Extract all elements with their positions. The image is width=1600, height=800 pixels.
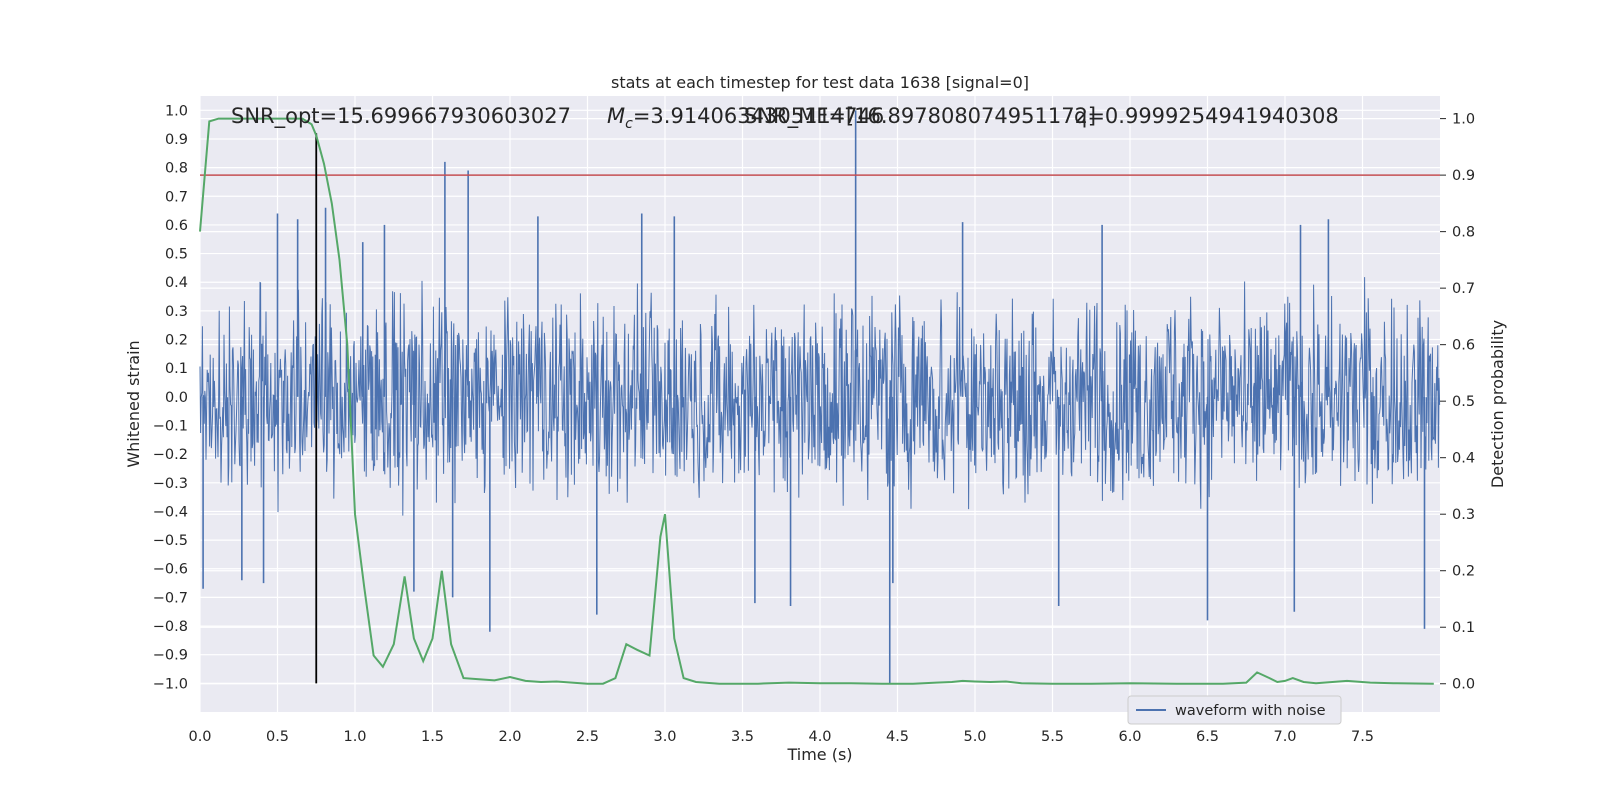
- y-tick-label: 0.9: [165, 132, 188, 148]
- y-tick-label: 0.5: [165, 247, 188, 263]
- y-tick-label: 0.7: [165, 189, 188, 205]
- y-tick-label: −0.2: [153, 447, 188, 463]
- legend-box: [1127, 695, 1342, 725]
- y-tick-label: −0.8: [153, 619, 188, 635]
- y-tick-label: −0.4: [153, 504, 188, 520]
- x-tick-label: 0.0: [188, 729, 211, 745]
- waveform-series: [199, 110, 1441, 684]
- legend: waveform with noise: [1127, 695, 1342, 725]
- mass-ratio-annotation: q=0.9999254941940308: [1074, 104, 1339, 128]
- chirp-mass-subscript: c: [625, 116, 633, 132]
- y-tick-labels: 1.0 0.9 0.8 0.7 0.6 0.5 0.4 0.3 0.2 0.1 0.0 −0.1 −0.…: [153, 103, 188, 692]
- chirp-mass-symbol: M: [607, 104, 625, 128]
- y-tick-label: −0.9: [153, 648, 188, 664]
- x-tick-label: 3.5: [731, 729, 754, 745]
- x-tick-label: 6.0: [1118, 729, 1141, 745]
- x-tick-label: 7.0: [1273, 729, 1296, 745]
- y2-tick-label: 0.1: [1452, 620, 1475, 636]
- y2-tick-label: 0.4: [1452, 451, 1475, 467]
- x-tick-label: 2.5: [576, 729, 599, 745]
- chart-title: stats at each timestep for test data 163…: [611, 73, 1029, 92]
- x-tick-labels: 0.0 0.5 1.0 1.5 2.0 2.5 3.0 3.5 4.0 4.5 5.0 5.5 6.0 6…: [188, 729, 1374, 745]
- x-tick-label: 5.5: [1041, 729, 1064, 745]
- x-tick-label: 1.0: [343, 729, 366, 745]
- legend-label: waveform with noise: [1175, 703, 1326, 719]
- y-tick-label: −1.0: [153, 676, 188, 692]
- probability-series: [199, 117, 1434, 685]
- y-tick-label: −0.5: [153, 533, 188, 549]
- y2-tick-label: 1.0: [1452, 112, 1475, 128]
- y-tick-label: −0.6: [153, 562, 188, 578]
- y-tick-label: 0.8: [165, 161, 188, 177]
- y2-tick-label: 0.7: [1452, 281, 1475, 297]
- x-tick-label: 4.5: [886, 729, 909, 745]
- y-tick-label: 0.2: [165, 333, 188, 349]
- x-tick-label: 3.0: [653, 729, 676, 745]
- y-tick-label: −0.3: [153, 476, 188, 492]
- chirp-mass-value: =3.9140634305114746: [633, 104, 884, 128]
- y2-tick-label: 0.5: [1452, 394, 1475, 410]
- chirp-mass-annotation: Mc=3.9140634305114746: [607, 104, 884, 132]
- x-tick-label: 6.5: [1196, 729, 1219, 745]
- x-tick-label: 5.0: [963, 729, 986, 745]
- y-tick-label: 0.3: [165, 304, 188, 320]
- y-tick-label: −0.1: [153, 418, 188, 434]
- snr-mf-annotation: SNR_MF=[16.897808074951172]: [744, 104, 1096, 129]
- y2-tick-label: 0.6: [1452, 338, 1475, 354]
- y2-tick-label: 0.9: [1452, 168, 1475, 184]
- y-tick-label: 0.4: [165, 275, 188, 291]
- y-tick-label: 0.6: [165, 218, 188, 234]
- x-tick-label: 1.5: [421, 729, 444, 745]
- y-tick-label: 0.1: [165, 361, 188, 377]
- y2-tick-label: 0.0: [1452, 677, 1475, 693]
- y-tick-label: 1.0: [165, 103, 188, 119]
- x-tick-label: 0.5: [266, 729, 289, 745]
- x-axis-label: Time (s): [786, 745, 852, 764]
- y-tick-label: 0.0: [165, 390, 188, 406]
- waveform-noise-band: [199, 277, 1441, 516]
- x-tick-label: 4.0: [808, 729, 831, 745]
- y2-axis-label: Detection probability: [1488, 320, 1507, 488]
- x-tick-label: 2.0: [498, 729, 521, 745]
- x-tick-label: 7.5: [1351, 729, 1374, 745]
- snr-opt-annotation: SNR_opt=15.699667930603027: [231, 104, 571, 129]
- y-axis-label: Whitened strain: [124, 340, 143, 467]
- y2-tick-label: 0.2: [1452, 564, 1475, 580]
- y-tick-label: −0.7: [153, 590, 188, 606]
- y2-tick-labels: 1.0 0.9 0.8 0.7 0.6 0.5 0.4 0.3 0.2 0.1 0.0: [1440, 112, 1475, 693]
- y2-tick-label: 0.3: [1452, 507, 1475, 523]
- y2-tick-label: 0.8: [1452, 225, 1475, 241]
